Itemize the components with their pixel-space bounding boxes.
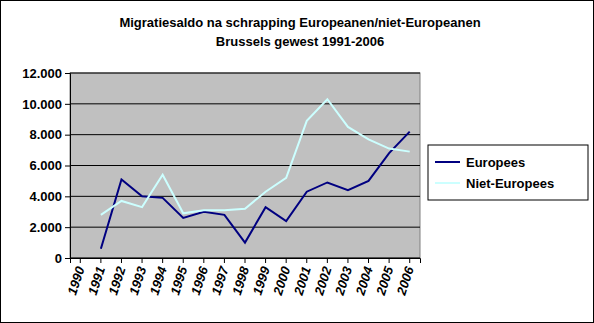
x-axis-line	[71, 259, 421, 264]
x-tick-label: 2006	[393, 264, 417, 298]
y-tick: 2.000	[29, 220, 70, 235]
x-tick-mark	[121, 258, 122, 263]
lines	[101, 99, 410, 249]
y-tick-mark	[65, 196, 70, 197]
legend: Europees Niet-Europees	[428, 145, 588, 200]
x-tick-mark	[162, 258, 163, 263]
y-tick-label: 6.000	[29, 158, 62, 173]
x-tick: 1996	[188, 258, 211, 297]
x-tick-mark	[327, 258, 328, 263]
series-line	[101, 99, 410, 215]
y-tick-mark	[65, 135, 70, 136]
y-tick-label: 4.000	[29, 189, 62, 204]
x-tick-mark	[409, 258, 410, 263]
x-tick: 1990	[64, 258, 87, 297]
subtitle: Brussels gewest 1991-2006	[216, 34, 384, 49]
y-tick: 10.000	[22, 96, 70, 111]
x-tick-mark	[224, 258, 225, 263]
x-axis: 1990199119921993199419951996199719981999…	[64, 258, 420, 298]
chart-border	[1, 1, 594, 323]
x-tick: 1997	[208, 258, 231, 297]
y-tick-label: 10.000	[22, 96, 62, 111]
y-tick: 8.000	[29, 127, 70, 142]
x-tick: 1999	[250, 258, 273, 297]
x-tick-mark	[347, 258, 348, 263]
x-tick-mark	[183, 258, 184, 263]
x-tick: 1991	[85, 258, 108, 297]
x-tick-mark	[100, 258, 101, 263]
y-tick-mark	[65, 104, 70, 105]
y-axis: 0 2.000 4.000 6.000 8.000 10.000 12.000	[22, 66, 70, 266]
y-axis-line	[65, 74, 71, 259]
x-tick: 1992	[105, 258, 128, 297]
legend-label: Niet-Europees	[466, 176, 554, 191]
y-tick-label: 0	[55, 251, 62, 266]
x-tick-mark	[203, 258, 204, 263]
y-tick: 12.000	[22, 66, 70, 81]
x-tick: 2006	[393, 258, 417, 298]
x-tick-mark	[306, 258, 307, 263]
legend-swatch	[435, 182, 460, 184]
x-tick-mark	[265, 258, 266, 263]
y-tick: 4.000	[29, 189, 70, 204]
grid-line	[70, 103, 420, 104]
x-tick-mark	[368, 258, 369, 263]
legend-box	[428, 145, 588, 200]
title: Migratiesaldo na schrapping Europeanen/n…	[119, 15, 480, 30]
y-tick-mark	[65, 73, 70, 74]
x-tick-mark	[286, 258, 287, 263]
grid-line	[70, 73, 420, 74]
grid-line	[70, 196, 420, 197]
y-tick: 0	[55, 251, 70, 266]
grid-line	[70, 134, 420, 135]
y-tick-label: 8.000	[29, 127, 62, 142]
x-tick-mark	[389, 258, 390, 263]
x-tick: 1993	[126, 258, 149, 297]
y-tick-mark	[65, 166, 70, 167]
x-tick-mark	[245, 258, 246, 263]
series-line	[101, 132, 410, 249]
legend-label: Europees	[466, 155, 525, 170]
grid-line	[70, 165, 420, 166]
chart: Migratiesaldo na schrapping Europeanen/n…	[0, 0, 594, 323]
grid-line	[70, 227, 420, 228]
grid	[70, 73, 420, 258]
x-tick-mark	[80, 258, 81, 263]
x-tick: 1995	[167, 258, 190, 297]
x-tick: 1994	[147, 258, 170, 297]
y-tick-label: 12.000	[22, 66, 62, 81]
plot-area	[70, 73, 420, 258]
y-tick: 6.000	[29, 158, 70, 173]
y-tick-mark	[65, 258, 70, 259]
x-tick: 1998	[229, 258, 252, 297]
y-tick-label: 2.000	[29, 220, 62, 235]
y-tick-mark	[65, 227, 70, 228]
x-tick-mark	[142, 258, 143, 263]
legend-swatch	[435, 161, 460, 163]
